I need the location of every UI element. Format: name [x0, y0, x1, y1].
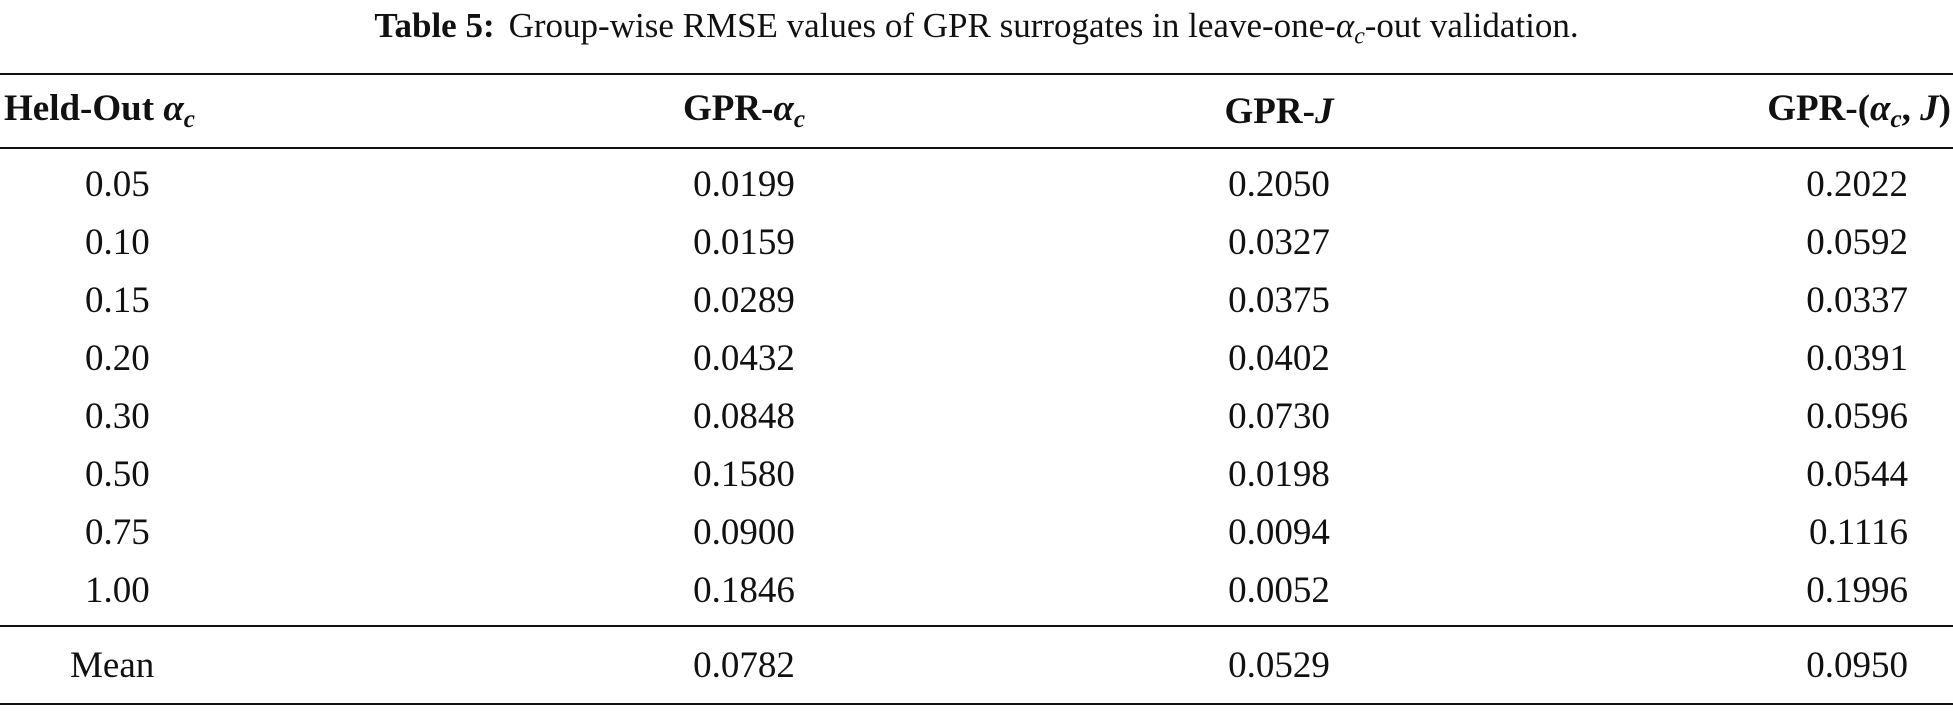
cell-held-out: 0.50 [85, 453, 150, 495]
mean-section: Mean 0.0782 0.0529 0.0950 [0, 625, 1953, 705]
cell-gpr-j: 0.0730 [1228, 395, 1330, 437]
table-row: 0.50 0.1580 0.0198 0.0544 [0, 445, 1953, 503]
cell-gpr-alpha: 0.0199 [693, 163, 795, 205]
table-row: 1.00 0.1846 0.0052 0.1996 [0, 561, 1953, 626]
header-gpr-alpha-j: GPR-(αc, J) [1594, 73, 1953, 149]
cell-gpr-alpha-j: 0.1116 [1808, 511, 1908, 553]
cell-gpr-j: 0.2050 [1228, 163, 1330, 205]
caption-label: Table 5: [374, 6, 495, 45]
table-row: 0.75 0.0900 0.0094 0.1116 [0, 503, 1953, 561]
table-row: 0.05 0.0199 0.2050 0.2022 [0, 148, 1953, 213]
cell-gpr-alpha: 0.0900 [693, 511, 795, 553]
cell-gpr-alpha: 0.1846 [693, 569, 795, 611]
cell-gpr-alpha: 0.0432 [693, 337, 795, 379]
cell-held-out: 0.75 [85, 511, 150, 553]
cell-held-out: 0.15 [85, 279, 150, 321]
cell-gpr-j: 0.0094 [1228, 511, 1330, 553]
cell-held-out: 0.10 [85, 221, 150, 263]
cell-gpr-alpha-j: 0.0592 [1806, 221, 1908, 263]
cell-gpr-j: 0.0327 [1228, 221, 1330, 263]
cell-gpr-j: 0.0198 [1228, 453, 1330, 495]
cell-gpr-alpha-j: 0.1996 [1806, 569, 1908, 611]
rmse-table: Held-Out αc GPR-αc GPR-J GPR-(αc, J) 0.0… [0, 73, 1953, 705]
cell-mean-gpr-alpha-j: 0.0950 [1594, 625, 1953, 705]
table-body: 0.05 0.0199 0.2050 0.2022 0.10 0.0159 0.… [0, 148, 1953, 626]
table-row: 0.30 0.0848 0.0730 0.0596 [0, 387, 1953, 445]
header-held-out: Held-Out αc [0, 73, 524, 149]
cell-held-out: 0.20 [85, 337, 150, 379]
table-row: 0.10 0.0159 0.0327 0.0592 [0, 213, 1953, 271]
header-gpr-j: GPR-J [964, 73, 1594, 149]
header-gpr-alpha: GPR-αc [524, 73, 964, 149]
caption-text: Group-wise RMSE values of GPR surrogates… [508, 6, 1336, 45]
table-caption: Table 5: Group-wise RMSE values of GPR su… [0, 2, 1953, 61]
caption-alpha-symbol: α [1335, 6, 1355, 45]
cell-held-out: 0.30 [85, 395, 150, 437]
cell-gpr-alpha-j: 0.0596 [1806, 395, 1908, 437]
cell-gpr-alpha-j: 0.0391 [1806, 337, 1908, 379]
header-row: Held-Out αc GPR-αc GPR-J GPR-(αc, J) [0, 73, 1953, 149]
caption-alpha-subscript: c [1354, 23, 1365, 50]
cell-gpr-alpha-j: 0.2022 [1806, 163, 1908, 205]
cell-gpr-j: 0.0052 [1228, 569, 1330, 611]
cell-mean-gpr-alpha: 0.0782 [524, 625, 964, 705]
results-table-container: Held-Out αc GPR-αc GPR-J GPR-(αc, J) 0.0… [0, 73, 1953, 705]
cell-gpr-j: 0.0375 [1228, 279, 1330, 321]
cell-gpr-alpha: 0.1580 [693, 453, 795, 495]
cell-gpr-alpha-j: 0.0544 [1806, 453, 1908, 495]
cell-mean-gpr-j: 0.0529 [964, 625, 1594, 705]
cell-held-out: 1.00 [85, 569, 150, 611]
cell-gpr-alpha-j: 0.0337 [1806, 279, 1908, 321]
table-row: 0.15 0.0289 0.0375 0.0337 [0, 271, 1953, 329]
cell-gpr-j: 0.0402 [1228, 337, 1330, 379]
table-row: 0.20 0.0432 0.0402 0.0391 [0, 329, 1953, 387]
caption-text-end: -out validation. [1364, 6, 1579, 45]
cell-gpr-alpha: 0.0159 [693, 221, 795, 263]
cell-gpr-alpha: 0.0848 [693, 395, 795, 437]
cell-held-out: 0.05 [85, 163, 150, 205]
cell-mean-label: Mean [0, 625, 524, 705]
cell-gpr-alpha: 0.0289 [693, 279, 795, 321]
mean-row: Mean 0.0782 0.0529 0.0950 [0, 625, 1953, 705]
